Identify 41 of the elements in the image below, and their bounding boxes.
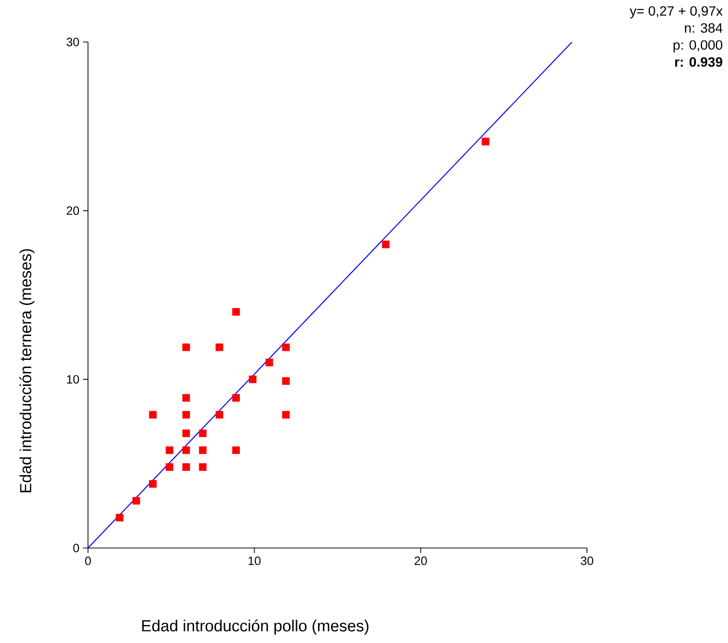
x-tick-label: 30 [580, 556, 594, 566]
point [216, 343, 224, 352]
point [482, 138, 490, 146]
point [232, 394, 240, 402]
point [166, 446, 174, 454]
point [232, 446, 240, 454]
text: y= 0,27 + 0,97x [630, 6, 723, 18]
point [248, 376, 256, 384]
point [182, 446, 190, 454]
y-tick-label: 0 [73, 544, 80, 552]
y-tick-label: 30 [66, 38, 80, 46]
x-tick-label: 10 [248, 556, 261, 566]
y-tick-label: 20 [66, 206, 80, 215]
point [198, 446, 207, 454]
point [182, 430, 190, 438]
x-tick-label: 0 [85, 556, 91, 566]
point [282, 377, 290, 385]
text: r: 0.939 [675, 57, 722, 67]
point [232, 308, 240, 316]
point [282, 410, 290, 419]
text: p: 0,000 [674, 40, 722, 52]
point [198, 430, 207, 438]
x-axis-title: Edad introducción pollo (meses) [142, 620, 368, 635]
point [116, 514, 124, 522]
point [132, 496, 140, 505]
point [382, 240, 390, 248]
text: n: 384 [684, 23, 722, 33]
point [182, 410, 190, 419]
point [166, 463, 174, 471]
y-tick-label: 10 [67, 375, 80, 384]
point [216, 410, 224, 419]
y-axis-title: Edad introducción ternera (meses) [19, 249, 34, 492]
point [282, 343, 290, 352]
x-tick-label: 20 [414, 556, 427, 566]
point [266, 358, 274, 366]
point [182, 343, 190, 352]
point [198, 463, 207, 471]
point [182, 463, 190, 471]
point [149, 480, 157, 488]
point [182, 394, 190, 402]
point [149, 410, 157, 419]
